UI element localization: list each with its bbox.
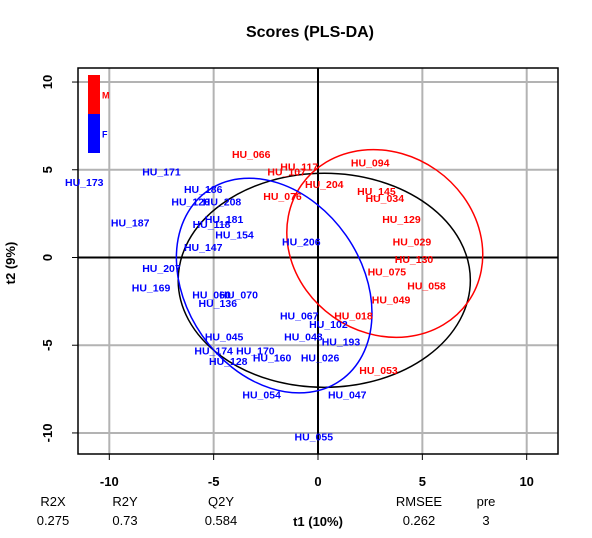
point-label-hu-186: HU_186 <box>184 184 223 196</box>
stat-value-rmsee: 0.262 <box>402 513 436 528</box>
point-label-hu-130: HU_130 <box>395 254 434 266</box>
point-label-hu-145: HU_145 <box>357 186 396 198</box>
x-axis-label: t1 (10%) <box>293 514 343 529</box>
stat-value-r2y: 0.73 <box>112 513 138 528</box>
point-label-hu-029: HU_029 <box>393 237 432 249</box>
point-label-hu-206: HU_206 <box>282 237 321 249</box>
point-label-hu-067: HU_067 <box>280 310 319 322</box>
y-tick-label: -10 <box>40 424 55 443</box>
stat-value-q2y: 0.584 <box>204 513 238 528</box>
confidence-ellipses <box>175 148 484 394</box>
y-axis-label: t2 (9%) <box>3 242 18 285</box>
stat-header-pre: pre <box>476 494 496 509</box>
x-tick-label: 0 <box>314 474 321 489</box>
point-label-hu-136: HU_136 <box>199 298 238 310</box>
point-label-hu-170: HU_170 <box>236 345 275 357</box>
point-label-hu-160: HU_160 <box>253 353 292 365</box>
point-label-hu-193: HU_193 <box>322 337 361 349</box>
point-label-hu-047: HU_047 <box>328 389 367 401</box>
legend-swatch-f <box>88 114 100 153</box>
legend-label-f: F <box>102 130 108 140</box>
x-tick-label: -10 <box>100 474 119 489</box>
point-label-hu-204: HU_204 <box>305 179 344 191</box>
point-label-hu-117: HU_117 <box>280 161 318 173</box>
point-label-hu-026: HU_026 <box>301 353 340 365</box>
point-label-hu-147: HU_147 <box>184 242 223 254</box>
point-label-hu-075: HU_075 <box>368 267 407 279</box>
point-label-hu-045: HU_045 <box>205 331 244 343</box>
x-tick-label: -5 <box>208 474 220 489</box>
point-label-hu-054: HU_054 <box>242 389 281 401</box>
y-tick-label: 0 <box>40 254 55 261</box>
point-label-hu-154: HU_154 <box>215 230 254 242</box>
point-label-hu-066: HU_066 <box>232 149 271 161</box>
point-label-hu-053: HU_053 <box>359 365 398 377</box>
stat-value-r2x: 0.275 <box>36 513 70 528</box>
stat-header-r2x: R2X <box>40 494 66 509</box>
axes: -10 -5 0 5 10 -10 -5 0 5 10 <box>40 67 559 489</box>
point-label-hu-107: HU_107 <box>267 167 306 179</box>
point-label-hu-118: HU_118 <box>193 219 231 231</box>
point-label-hu-076: HU_076 <box>263 191 302 203</box>
stat-header-r2y: R2Y <box>112 494 138 509</box>
point-label-hu-171: HU_171 <box>142 167 181 179</box>
point-label-hu-055: HU_055 <box>295 431 334 443</box>
stat-header-q2y: Q2Y <box>207 494 234 509</box>
point-label-hu-058: HU_058 <box>407 281 446 293</box>
x-tick-label: 5 <box>419 474 426 489</box>
point-label-hu-094: HU_094 <box>351 158 390 170</box>
point-label-hu-129: HU_129 <box>382 214 421 226</box>
point-label-hu-173: HU_173 <box>65 177 104 189</box>
point-label-hu-034: HU_034 <box>366 193 405 205</box>
legend-label-m: M <box>102 91 110 101</box>
point-label-hu-207: HU_207 <box>142 263 181 275</box>
point-label-hu-174: HU_174 <box>194 345 233 357</box>
y-tick-label: 5 <box>40 166 55 173</box>
stat-value-pre: 3 <box>482 513 490 528</box>
y-tick-label: -5 <box>40 339 55 351</box>
point-label-hu-169: HU_169 <box>132 282 171 294</box>
point-label-hu-102: HU_102 <box>309 319 348 331</box>
ellipse-M <box>286 148 484 339</box>
point-label-hu-049: HU_049 <box>372 295 411 307</box>
point-label-hu-070: HU_070 <box>219 289 258 301</box>
legend: MF <box>88 75 110 153</box>
point-label-hu-048: HU_048 <box>284 331 323 343</box>
y-tick-label: 10 <box>40 75 55 89</box>
point-label-hu-208: HU_208 <box>203 196 242 208</box>
ellipse-F <box>175 177 373 394</box>
point-label-hu-120: HU_120 <box>171 196 210 208</box>
point-label-hu-018: HU_018 <box>334 310 373 322</box>
point-label-hu-187: HU_187 <box>111 217 150 229</box>
chart-title: Scores (PLS-DA) <box>246 24 374 41</box>
point-label-hu-128: HU_128 <box>209 356 248 368</box>
stat-header-rmsee: RMSEE <box>395 494 443 509</box>
x-tick-label: 10 <box>519 474 533 489</box>
point-label-hu-060: HU_060 <box>192 289 231 301</box>
point-label-hu-181: HU_181 <box>205 214 244 226</box>
legend-swatch-m <box>88 75 100 114</box>
